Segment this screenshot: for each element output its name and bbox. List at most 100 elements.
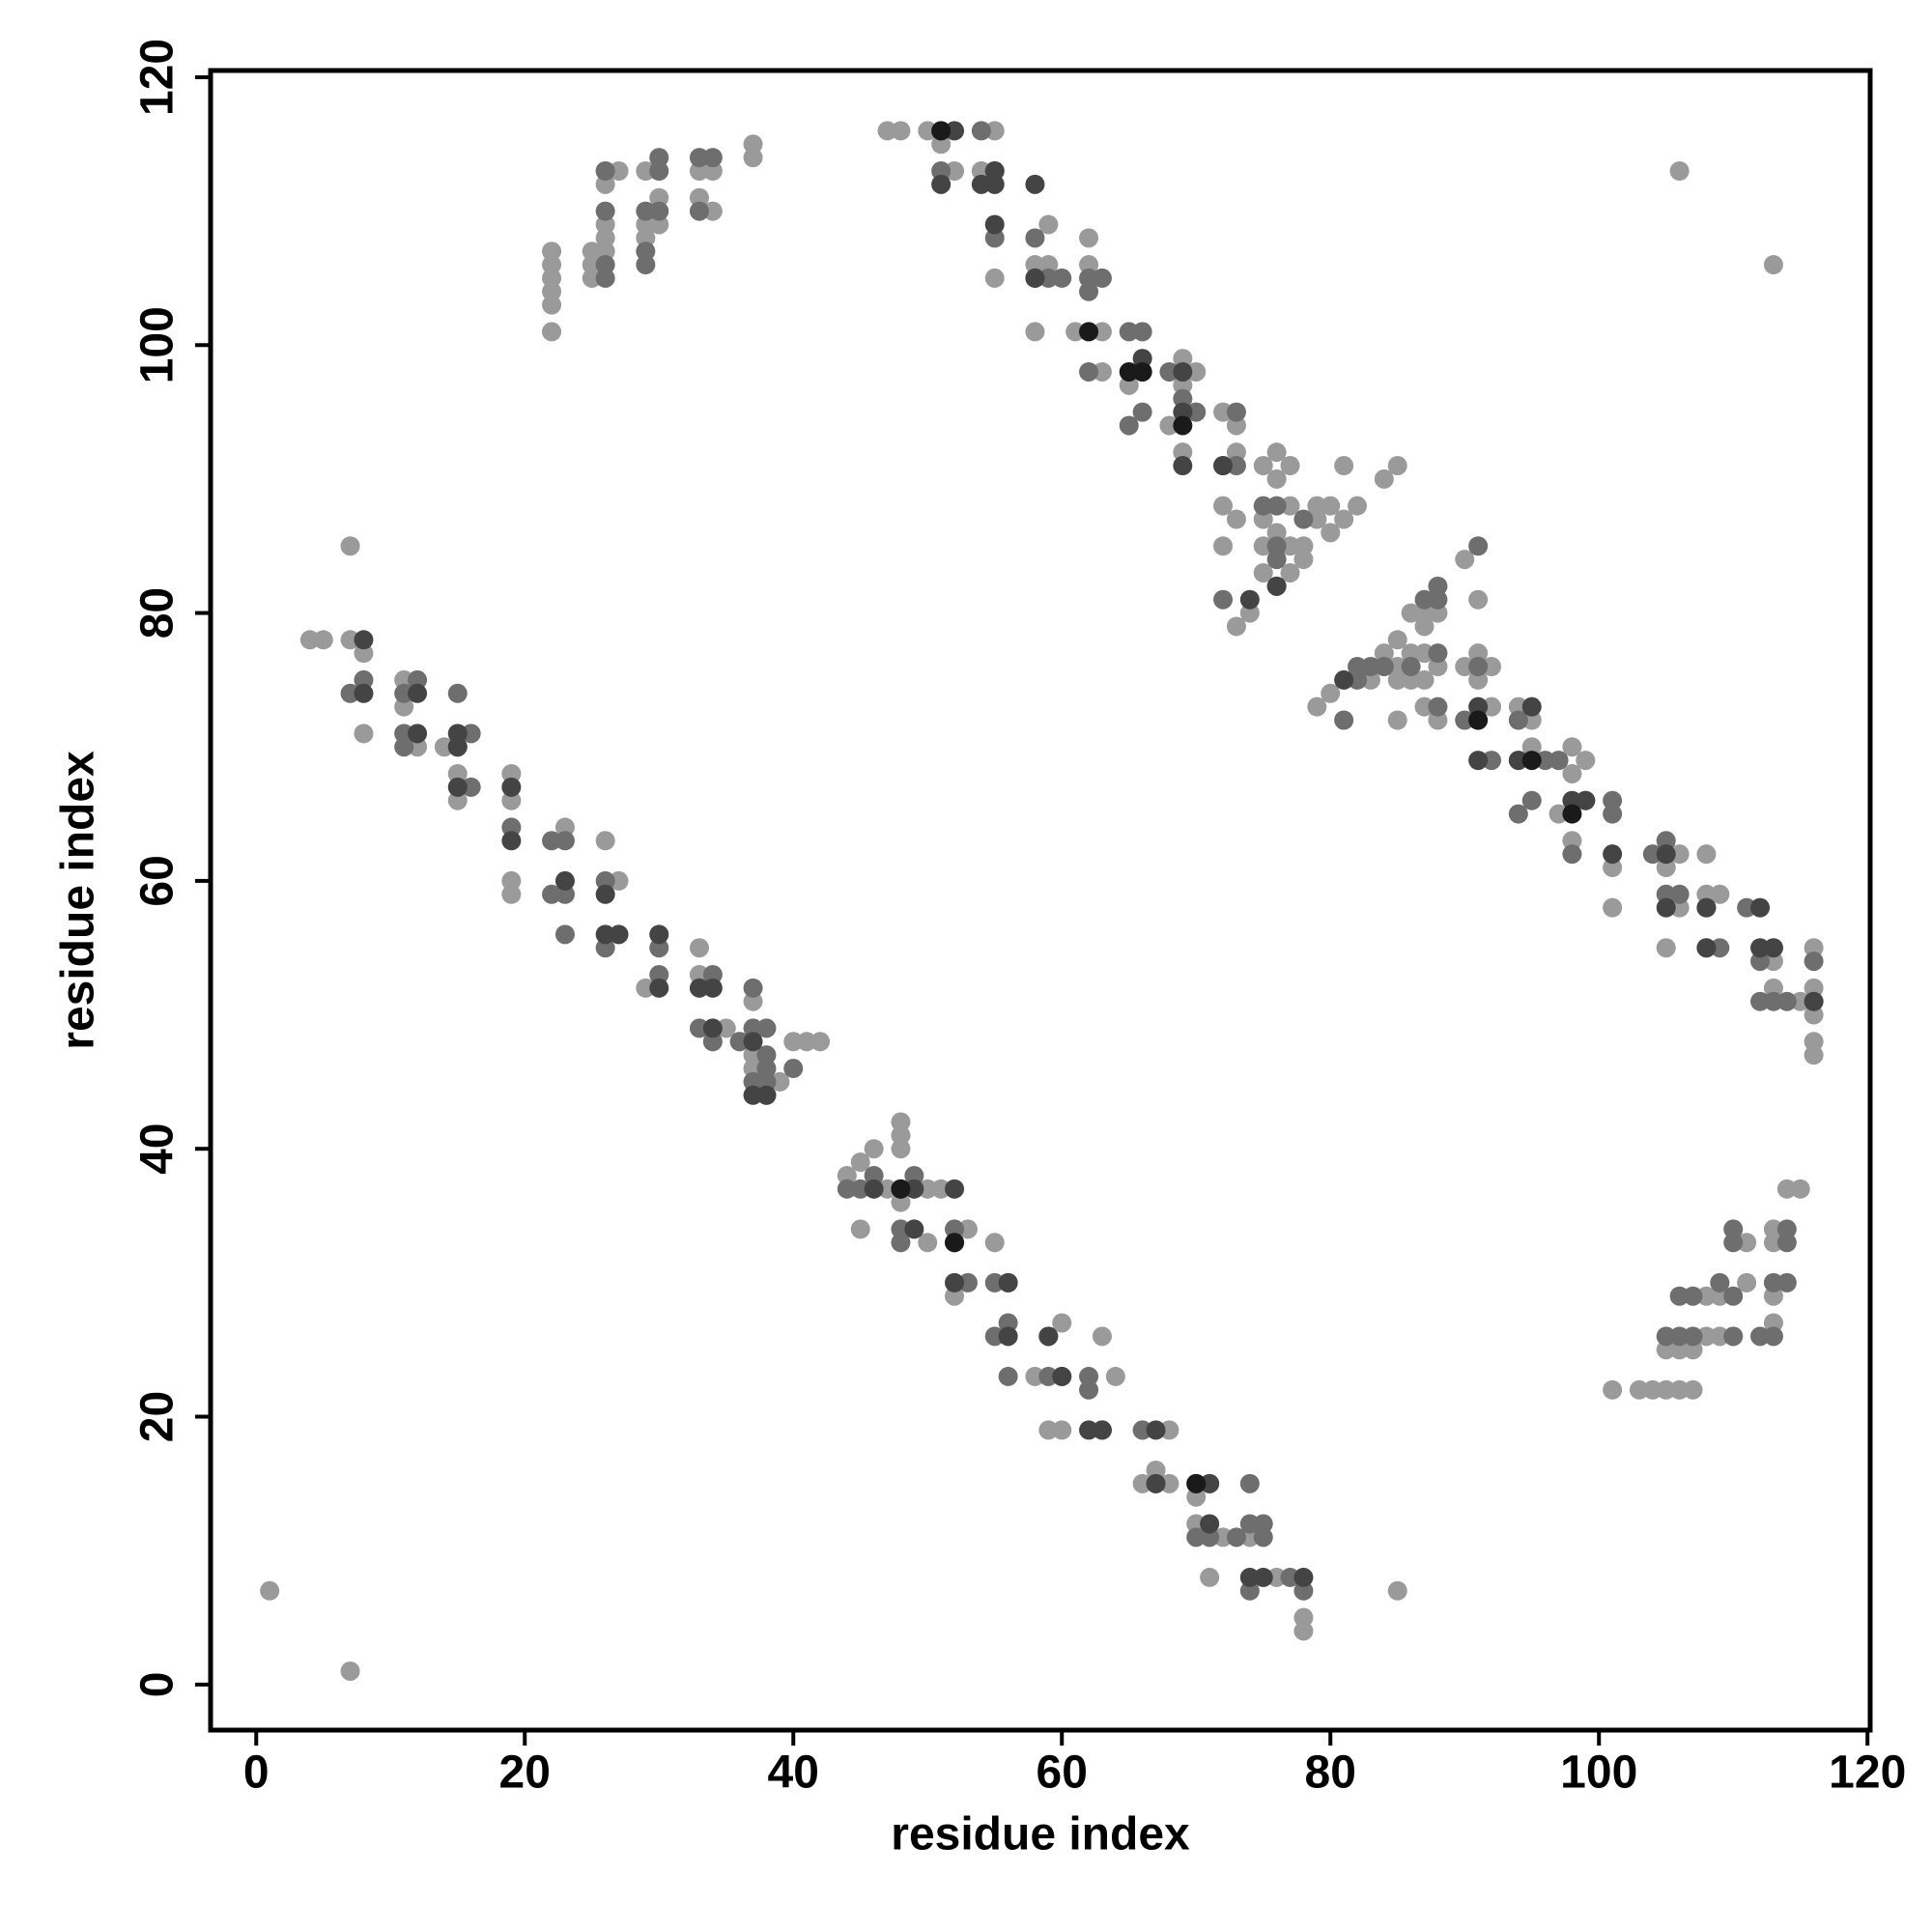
point [1723,1219,1744,1239]
point [864,1139,884,1159]
point [1200,1567,1220,1587]
point [542,281,562,301]
point [1186,1473,1207,1493]
point [743,1059,763,1079]
point [743,978,763,998]
point [1428,710,1448,730]
point [1414,669,1435,690]
point [1239,589,1260,610]
point [595,174,615,194]
point [1750,991,1771,1011]
point [1213,536,1234,556]
point [1482,751,1502,771]
point [1092,322,1112,342]
point [1508,696,1528,717]
point [1804,978,1824,998]
point [918,121,938,141]
point [756,1071,777,1092]
point [1226,1527,1246,1548]
point [1656,831,1676,851]
point [1737,1233,1757,1253]
point [850,1152,870,1173]
point [1414,589,1435,610]
point [1239,1567,1260,1587]
point [554,884,575,904]
point [1482,657,1502,677]
point [1105,1366,1125,1386]
point [1025,228,1045,248]
point [743,1071,763,1092]
point [984,228,1005,248]
point [1696,844,1717,865]
point [1428,657,1448,677]
point [501,790,522,810]
point [689,938,709,958]
point [957,1272,978,1293]
point [354,683,374,703]
point [1428,603,1448,623]
point [1226,415,1246,436]
point [340,1661,360,1681]
point [1079,228,1099,248]
point [542,322,562,342]
point [649,160,669,181]
point [743,1018,763,1038]
point [408,669,428,690]
point [918,1179,938,1199]
point [1239,603,1260,623]
point [1173,402,1193,422]
point [1804,1005,1824,1025]
point [1213,589,1234,610]
point [743,1085,763,1105]
point [1669,160,1690,181]
point [1401,603,1421,623]
point [582,255,602,275]
point [1213,1527,1234,1548]
point [1132,1473,1152,1493]
point [1696,1286,1717,1306]
point [1079,281,1099,301]
point [1428,696,1448,717]
point [971,121,991,141]
point [1468,751,1489,771]
point [1200,1514,1220,1534]
point [1025,1366,1045,1386]
point [1200,1527,1220,1548]
point [408,724,428,744]
point [1642,844,1662,865]
point [554,924,575,945]
point [702,148,723,168]
point [1683,1379,1703,1400]
point [904,1219,924,1239]
point [689,160,709,181]
point [1562,831,1582,851]
point [1387,669,1407,690]
point [1763,1313,1783,1333]
point [1603,897,1623,918]
point [877,1179,897,1199]
point [1603,1379,1623,1400]
point [1213,402,1234,422]
point [636,201,656,221]
point [1710,1326,1730,1347]
point [1776,991,1797,1011]
point [1159,1420,1179,1440]
point [1307,496,1327,516]
point [1173,415,1193,436]
point [1508,710,1528,730]
point [1321,523,1341,543]
point [1804,1032,1824,1052]
point [1253,562,1273,582]
x-axis-label: residue index [891,1809,1190,1861]
point [1132,1420,1152,1440]
point [931,134,952,155]
point [1656,1326,1676,1347]
point [1293,509,1314,529]
point [1119,415,1139,436]
point [595,160,615,181]
point [595,924,615,945]
point [931,121,952,141]
point [1455,550,1475,570]
point [447,737,468,757]
point [1334,710,1354,730]
